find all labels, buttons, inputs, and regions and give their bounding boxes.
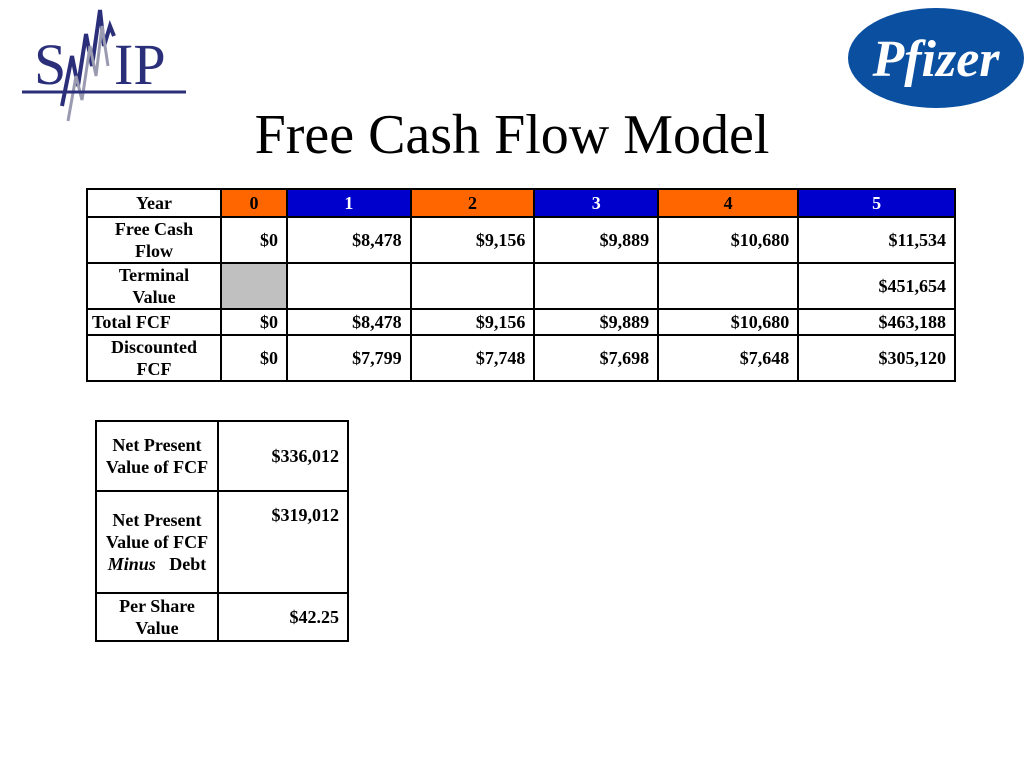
smip-logo-pulse [60,9,116,107]
fcf-header-row: Year 0 1 2 3 4 5 [86,188,956,218]
row-label-total-fcf: Total FCF [86,308,222,336]
year-cell-0: 0 [220,188,288,218]
value-cell: $0 [220,308,288,336]
page-title: Free Cash Flow Model [254,104,770,166]
table-row: Net Present Value of FCF Minus Debt $319… [95,490,349,594]
year-cell-5: 5 [797,188,956,218]
year-cell-1: 1 [285,188,412,218]
value-cell: $10,680 [657,216,800,264]
value-cell [657,262,800,310]
value-cell: $0 [220,334,288,382]
row-label-free-cash-flow: Free Cash Flow [86,216,222,264]
per-share-label: Per Share Value [95,592,219,642]
table-row: Total FCF $0 $8,478 $9,156 $9,889 $10,68… [86,308,956,336]
table-row: Net Present Value of FCF $336,012 [95,420,349,492]
npv-minus-debt-label: Net Present Value of FCF Minus Debt [95,490,219,594]
npv-table: Net Present Value of FCF $336,012 Net Pr… [95,420,349,642]
value-cell: $9,889 [533,216,660,264]
pfizer-logo-oval [848,8,1024,108]
value-cell [409,262,536,310]
value-cell: $9,156 [409,308,536,336]
value-cell: $9,889 [533,308,660,336]
value-cell: $7,748 [409,334,536,382]
table-row: Terminal Value $451,654 [86,262,956,310]
npv-label: Net Present Value of FCF [95,420,219,492]
value-cell: $463,188 [797,308,956,336]
value-cell: $0 [220,216,288,264]
value-cell: $305,120 [797,334,956,382]
table-row: Free Cash Flow $0 $8,478 $9,156 $9,889 $… [86,216,956,264]
npv-minus-debt-label-line1: Net Present Value of FCF [105,510,209,552]
smip-logo-ip: IP [114,32,166,97]
year-label-cell: Year [86,188,222,218]
value-cell: $7,698 [533,334,660,382]
value-cell: $10,680 [657,308,800,336]
value-cell: $9,156 [409,216,536,264]
pfizer-logo: Pfizer [848,8,1024,108]
table-row: Per Share Value $42.25 [95,592,349,642]
year-cell-2: 2 [409,188,536,218]
smip-logo: S IP [22,9,186,122]
fcf-table: Year 0 1 2 3 4 5 Free Cash Flow $0 $8,47… [86,188,956,382]
value-cell: $7,799 [285,334,412,382]
year-cell-4: 4 [657,188,800,218]
value-cell: $11,534 [797,216,956,264]
value-cell: $7,648 [657,334,800,382]
npv-minus-debt-label-tail: Debt [169,554,207,574]
table-row: Discounted FCF $0 $7,799 $7,748 $7,698 $… [86,334,956,382]
year-cell-3: 3 [533,188,660,218]
row-label-discounted-fcf: Discounted FCF [86,334,222,382]
value-cell [285,262,412,310]
npv-value: $336,012 [217,420,349,492]
row-label-terminal-value: Terminal Value [86,262,222,310]
per-share-value: $42.25 [217,592,349,642]
npv-minus-debt-value: $319,012 [217,490,349,594]
value-cell: $8,478 [285,308,412,336]
smip-logo-s: S [34,32,66,97]
value-cell: $451,654 [797,262,956,310]
value-cell: $8,478 [285,216,412,264]
npv-minus-debt-label-italic: Minus [107,554,156,574]
value-cell-empty [220,262,288,310]
pfizer-logo-wordmark: Pfizer [871,31,1000,88]
value-cell [533,262,660,310]
smip-logo-pulse-shadow [66,25,110,122]
